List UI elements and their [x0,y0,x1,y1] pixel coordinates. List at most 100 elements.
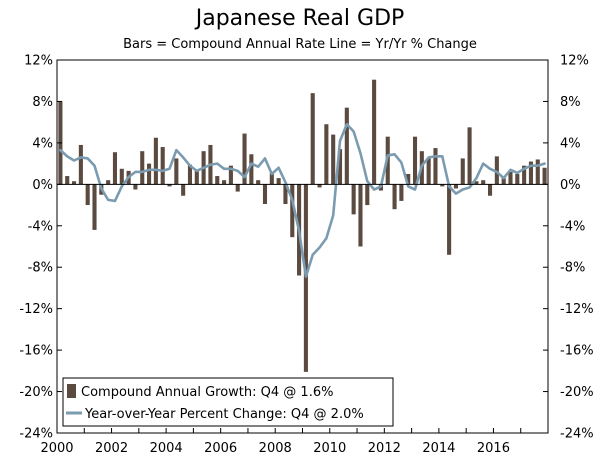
y-tick-label-left: 4% [32,136,53,151]
bar-q39 [317,184,322,188]
x-tick-label: 2014 [422,441,455,456]
y-tick-label-left: 8% [32,95,53,110]
legend-box [62,377,394,427]
bar-q15 [153,137,158,185]
bar-q58 [447,184,452,255]
x-tick-label: 2002 [95,441,128,456]
y-tick-label-right: 4% [560,136,581,151]
bar-q65 [494,156,499,185]
bar-q45 [358,184,363,247]
bar-q62 [474,181,479,185]
bar-q57 [440,184,445,187]
bar-q26 [228,165,233,185]
bar-q31 [262,184,268,205]
y-tick-label-right: 12% [560,54,589,69]
y-tick-label-left: -16% [19,344,53,359]
bar-q69 [522,165,527,185]
bar-q52 [406,173,411,185]
bar-q63 [481,180,486,185]
bar-q9 [112,152,118,185]
bar-q14 [147,163,152,185]
bar-q10 [119,168,124,185]
bar-q33 [276,178,281,185]
x-tick-label: 2008 [259,441,292,456]
bar-q12 [133,184,138,190]
bar-q43 [344,107,349,185]
bar-q19 [181,184,186,196]
bar-q29 [249,154,254,185]
x-tick-label: 2010 [313,441,346,456]
bar-q2 [65,176,70,185]
bar-q68 [515,173,520,185]
y-tick-label-left: -12% [19,302,53,317]
bar-q8 [106,180,111,185]
bar-q16 [160,147,165,185]
bar-q66 [501,178,506,185]
bar-q41 [331,134,336,185]
y-tick-label-right: 8% [560,95,581,110]
bar-q27 [235,184,240,192]
y-tick-label-right: -24% [560,427,594,442]
bar-q53 [412,136,418,185]
bar-q4 [78,144,83,185]
bar-q56 [433,148,438,185]
bar-q51 [399,184,404,201]
bar-q20 [187,164,193,185]
bar-q59 [453,184,458,189]
line-series [59,122,546,278]
y-tick-label-left: -8% [28,261,53,276]
x-tick-label: 2006 [204,441,237,456]
bar-q46 [365,184,370,206]
bar-q72 [542,167,547,185]
y-tick-label-right: 0% [560,178,581,193]
y-tick-label-right: -16% [560,344,594,359]
bar-q67 [508,171,513,185]
chart-title: Japanese Real GDP [195,6,405,31]
bar-q47 [372,79,377,185]
bar-q30 [256,180,261,185]
y-tick-label-right: -8% [560,261,585,276]
bar-q24 [215,176,220,185]
bar-q32 [269,172,274,185]
bar-q18 [174,158,179,185]
bar-q61 [467,127,472,185]
bar-q37 [303,184,308,372]
chart-legend: Compound Annual Growth: Q4 @ 1.6% Year-ov… [62,377,394,427]
bar-q60 [460,158,465,185]
legend-bar-swatch [67,384,76,398]
bar-q17 [167,184,172,187]
bar-q40 [324,124,329,185]
bar-q50 [392,184,397,210]
y-tick-label-right: -4% [560,219,585,234]
bar-q25 [222,180,227,185]
bar-q38 [310,93,315,185]
bar-q34 [283,184,288,205]
bar-q70 [528,161,533,185]
bar-q71 [535,159,540,185]
bar-q55 [426,158,431,185]
y-tick-label-right: -12% [560,302,594,317]
y-tick-label-left: -4% [28,219,53,234]
chart-subtitle: Bars = Compound Annual Rate Line = Yr/Yr… [123,37,477,52]
legend-label-line: Year-over-Year Percent Change: Q4 @ 2.0% [84,407,364,422]
bar-q3 [72,181,77,185]
bar-q6 [92,184,97,230]
x-tick-label: 2016 [477,441,510,456]
bar-q28 [242,133,247,185]
bar-series [58,79,547,372]
y-tick-label-left: 12% [24,54,53,69]
chart-axes [56,59,549,434]
y-tick-label-left: 0% [32,178,53,193]
x-tick-label: 2012 [368,441,401,456]
bar-q13 [140,151,145,185]
x-tick-label: 2004 [150,441,183,456]
bar-q21 [194,169,199,185]
bar-q5 [85,184,90,206]
y-tick-label-left: -20% [19,385,53,400]
bar-q64 [487,184,493,196]
y-tick-label-left: -24% [19,427,53,442]
bar-q44 [351,184,356,215]
legend-label-bars: Compound Annual Growth: Q4 @ 1.6% [81,385,333,400]
bar-q35 [290,184,295,238]
